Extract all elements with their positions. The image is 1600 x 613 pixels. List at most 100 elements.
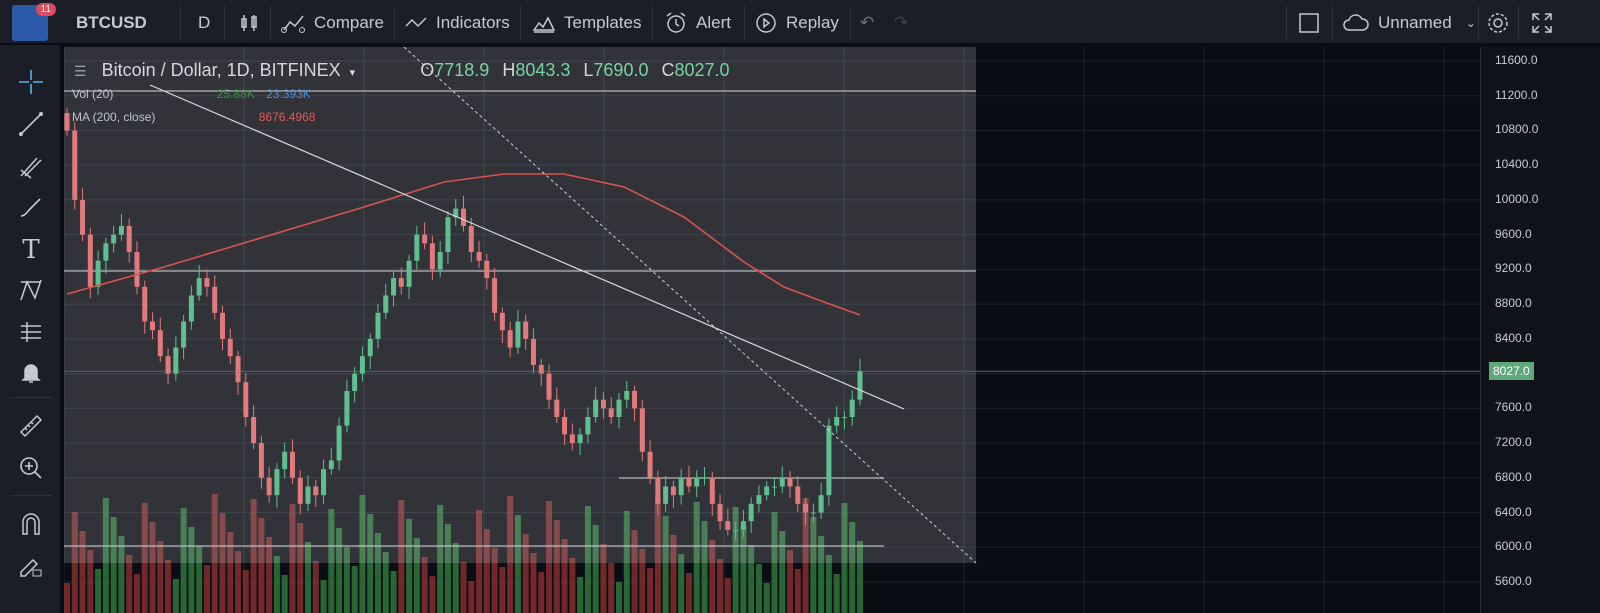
candle-body	[150, 321, 156, 331]
volume-bar	[328, 509, 335, 613]
candle-body	[538, 364, 544, 374]
price-tick-label: 9600.0	[1495, 226, 1532, 241]
screen-highlight	[64, 47, 976, 563]
templates-button[interactable]: Templates	[532, 0, 641, 45]
measure-tool[interactable]	[14, 409, 48, 443]
volume-bar	[584, 506, 591, 613]
interval-label: D	[198, 12, 211, 32]
volume-bar	[281, 575, 288, 613]
volume-bar	[701, 521, 708, 613]
candle-body	[461, 208, 466, 226]
undo-button[interactable]: ↶	[860, 0, 874, 45]
volume-bar	[180, 508, 187, 613]
volume-bar	[802, 498, 809, 613]
volume-bar	[297, 523, 304, 613]
candle-body	[694, 477, 700, 487]
candle-body	[321, 469, 327, 496]
volume-bar	[577, 577, 584, 613]
candle-body	[484, 260, 490, 279]
moving-average-line	[66, 173, 861, 316]
settings-button[interactable]	[1486, 0, 1510, 45]
undo-icon: ↶	[860, 12, 875, 32]
indicators-label: Indicators	[436, 12, 510, 32]
candle-body	[375, 312, 381, 339]
price-tick-label: 5600.0	[1495, 574, 1532, 588]
candle-body	[95, 260, 101, 287]
indicators-button[interactable]: Indicators	[404, 0, 510, 45]
alert-button[interactable]: Alert	[664, 0, 731, 45]
volume-legend[interactable]: Vol (20) 25.88K 23.393K	[72, 87, 311, 101]
volume-bar	[203, 565, 210, 613]
candle-body	[157, 330, 163, 357]
volume-bar	[647, 568, 654, 613]
volume-bar	[165, 560, 172, 613]
volume-bar	[740, 526, 747, 613]
alert-tool[interactable]	[14, 355, 48, 389]
symbol-search[interactable]: BTCUSD	[76, 0, 147, 45]
candle-body	[359, 356, 365, 374]
candle-body	[476, 252, 482, 261]
fullscreen-button[interactable]	[1530, 0, 1554, 45]
interval-button[interactable]: D	[198, 0, 210, 45]
price-tick-label: 8800.0	[1495, 296, 1532, 311]
trend-line[interactable]	[149, 84, 905, 410]
price-tick-label: 10800.0	[1495, 122, 1539, 137]
volume-bar	[771, 512, 778, 613]
notification-badge: 11	[35, 3, 56, 16]
candle-body	[398, 278, 404, 287]
text-icon: T	[22, 235, 40, 265]
high-label: H	[502, 60, 516, 80]
compare-button[interactable]: Compare	[280, 0, 384, 45]
candle-body	[554, 399, 560, 418]
price-tick-label: 11600.0	[1495, 53, 1538, 67]
lock-drawings-tool[interactable]	[14, 549, 48, 583]
volume-bar	[413, 538, 420, 613]
candle-body	[600, 399, 606, 409]
candle-body	[577, 434, 583, 444]
dotted-trend-line[interactable]	[403, 47, 977, 564]
crosshair-icon	[19, 70, 43, 94]
replay-button[interactable]: Replay	[754, 0, 839, 45]
zoom-tool[interactable]	[14, 451, 48, 485]
volume-bar	[460, 562, 467, 613]
volume-bar	[421, 557, 428, 613]
candle-body	[849, 399, 855, 418]
pattern-tool[interactable]	[14, 273, 48, 307]
candle-body	[352, 373, 358, 391]
volume-bar	[305, 542, 312, 613]
volume-bar	[841, 503, 848, 613]
volume-bar	[343, 547, 350, 613]
volume-bar	[398, 500, 405, 613]
candle-body	[818, 495, 824, 513]
text-tool[interactable]: T	[14, 233, 48, 267]
chart-style-button[interactable]	[238, 0, 260, 45]
volume-bar	[235, 551, 242, 613]
layout-name-button[interactable]: Unnamed ⌄	[1342, 0, 1476, 45]
ma-legend[interactable]: MA (200, close) 8676.4968	[72, 110, 315, 124]
brush-tool[interactable]	[14, 191, 48, 225]
pencil-lock-icon	[20, 558, 42, 577]
candle-body	[383, 295, 389, 313]
fullscreen-layout-button[interactable]	[1298, 0, 1320, 45]
volume-bar	[794, 569, 801, 613]
volume-study-name: Vol (20)	[72, 87, 114, 101]
user-avatar[interactable]: 11	[12, 3, 56, 41]
crosshair-tool[interactable]	[14, 65, 48, 99]
alarm-clock-icon	[666, 11, 686, 33]
volume-bar	[196, 546, 203, 613]
volume-bar	[507, 496, 514, 613]
volume-bar	[320, 580, 327, 613]
candle-body	[453, 208, 459, 218]
chart-legend: ☰ Bitcoin / Dollar, 1D, BITFINEX ▾ O7718…	[74, 60, 730, 81]
price-scale[interactable]: 11600.0 11200.0 10800.0 10400.0 10000.0 9600.…	[1480, 47, 1600, 613]
redo-button[interactable]: ↷	[894, 0, 908, 45]
candle-body	[126, 225, 132, 253]
volume-bar	[382, 552, 389, 613]
prediction-tool[interactable]	[14, 315, 48, 349]
trend-line-tool[interactable]	[14, 107, 48, 141]
fib-tool[interactable]	[14, 149, 48, 183]
chart-pane[interactable]	[64, 47, 1480, 613]
magnet-tool[interactable]	[14, 507, 48, 541]
legend-menu-icon: ☰	[74, 63, 87, 79]
candle-body	[429, 243, 435, 270]
